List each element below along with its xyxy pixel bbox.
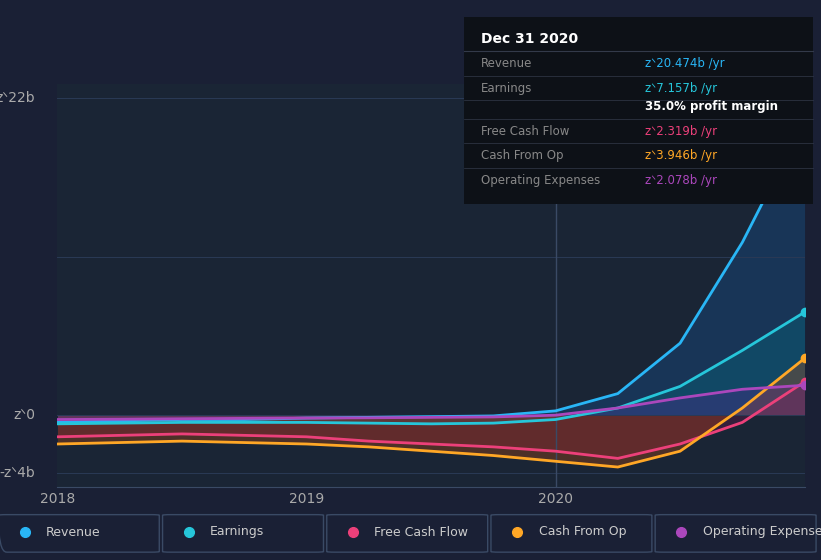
Text: zᐠ2.078b /yr: zᐠ2.078b /yr <box>645 174 718 186</box>
Text: Operating Expenses: Operating Expenses <box>481 174 600 186</box>
Text: Free Cash Flow: Free Cash Flow <box>481 125 570 138</box>
Text: Cash From Op: Cash From Op <box>539 525 626 539</box>
Text: Dec 31 2020: Dec 31 2020 <box>481 32 579 46</box>
Text: zᐠ2.319b /yr: zᐠ2.319b /yr <box>645 125 718 138</box>
Text: zᐠ3.946b /yr: zᐠ3.946b /yr <box>645 149 718 162</box>
Text: Operating Expenses: Operating Expenses <box>703 525 821 539</box>
Text: zᐠ7.157b /yr: zᐠ7.157b /yr <box>645 82 718 95</box>
Text: Earnings: Earnings <box>210 525 264 539</box>
Text: zᐠ20.474b /yr: zᐠ20.474b /yr <box>645 57 725 70</box>
Text: zᐠ22b: zᐠ22b <box>0 91 35 105</box>
Text: Revenue: Revenue <box>481 57 533 70</box>
Text: -zᐠ4b: -zᐠ4b <box>0 466 35 480</box>
Text: Free Cash Flow: Free Cash Flow <box>374 525 468 539</box>
Text: 35.0% profit margin: 35.0% profit margin <box>645 100 778 113</box>
Text: zᐠ0: zᐠ0 <box>13 408 35 422</box>
Text: Earnings: Earnings <box>481 82 533 95</box>
Text: Cash From Op: Cash From Op <box>481 149 564 162</box>
Text: Revenue: Revenue <box>46 525 101 539</box>
